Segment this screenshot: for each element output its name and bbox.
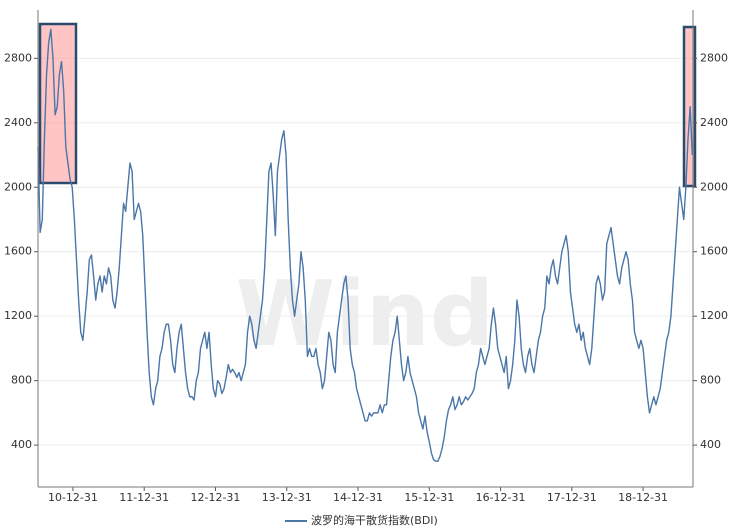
y2-tick-label: 2400 [700,116,728,129]
y-tick-label: 1600 [4,245,32,258]
x-tick-label: 15-12-31 [404,491,454,504]
y-tick-label: 800 [11,374,32,387]
x-tick-label: 12-12-31 [191,491,241,504]
y2-tick-label: 2000 [700,180,728,193]
y2-tick-label: 1600 [700,245,728,258]
x-tick-label: 10-12-31 [48,491,98,504]
y-tick-label: 2000 [4,180,32,193]
grid [38,57,693,446]
y2-tick-label: 1200 [700,309,728,322]
x-tick-label: 13-12-31 [262,491,312,504]
x-tick-label: 16-12-31 [476,491,526,504]
y-tick-label: 2400 [4,116,32,129]
y-tick-label: 2800 [4,51,32,64]
y-tick-label: 400 [11,438,32,451]
legend-label: 波罗的海干散货指数(BDI) [311,513,438,527]
line-series [37,28,693,462]
y2-tick-label: 400 [700,438,721,451]
x-tick-label: 11-12-31 [119,491,169,504]
y2-tick-label: 800 [700,374,721,387]
plot [37,28,693,462]
x-tick-label: 18-12-31 [618,491,668,504]
y2-tick-label: 2800 [700,51,728,64]
x-tick-label: 14-12-31 [333,491,383,504]
y-tick-label: 1200 [4,309,32,322]
watermark: Wind [236,262,495,367]
x-tick-label: 17-12-31 [547,491,597,504]
